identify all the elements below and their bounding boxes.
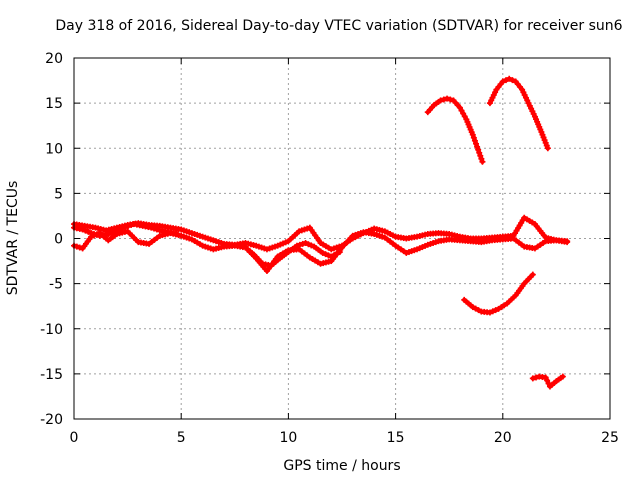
plot-frame (73, 57, 611, 420)
x-tick-label: 5 (177, 430, 186, 446)
y-tick-label: -20 (40, 412, 63, 428)
chart-title: Day 318 of 2016, Sidereal Day-to-day VTE… (55, 18, 622, 34)
y-axis-label: SDTVAR / TECUs (5, 181, 21, 296)
x-tick-label: 20 (494, 430, 512, 446)
series-arc-low-2 (529, 373, 566, 390)
y-tick-label: 15 (45, 96, 63, 112)
x-tick-label: 15 (387, 430, 405, 446)
y-tick-label: 0 (54, 232, 63, 248)
series-arc-high-2 (486, 75, 551, 152)
grid (74, 58, 610, 419)
x-tick-label: 25 (601, 430, 619, 446)
y-tick-label: -15 (40, 367, 63, 383)
series-arc-high-1 (424, 95, 486, 165)
y-tick-label: 10 (45, 141, 63, 157)
y-tick-label: 5 (54, 186, 63, 202)
y-tick-label: -10 (40, 322, 63, 338)
x-tick-label: 10 (279, 430, 297, 446)
data-points (71, 75, 571, 390)
series-arc-low-1 (461, 271, 536, 316)
series-arc-main-upper (71, 214, 571, 253)
y-tick-label: -5 (49, 277, 63, 293)
x-tick-label: 0 (70, 430, 79, 446)
y-tick-label: 20 (45, 51, 63, 67)
series-arc-dip-middle (242, 240, 343, 269)
x-axis-label: GPS time / hours (283, 458, 400, 474)
series-arc-rise-upper (71, 221, 180, 239)
series-trace (425, 96, 485, 165)
